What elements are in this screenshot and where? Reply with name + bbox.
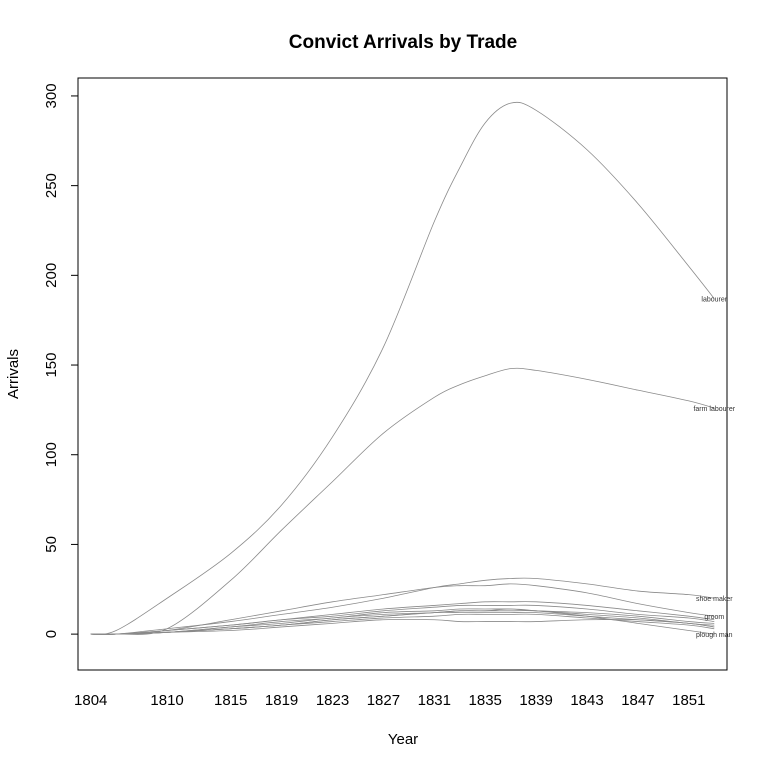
x-tick-label: 1851: [672, 692, 705, 709]
x-tick-label: 1843: [570, 692, 603, 709]
y-axis-label: Arrivals: [5, 349, 22, 399]
plot-frame: [77, 77, 728, 671]
y-tick-label: 250: [43, 173, 60, 198]
series-end-label: plough man: [696, 632, 733, 639]
series-end-label: labourer: [701, 297, 727, 304]
x-tick-label: 1804: [74, 692, 107, 709]
y-tick-label: 150: [43, 353, 60, 378]
y-tick-label: 100: [43, 442, 60, 467]
y-tick-label: 300: [43, 83, 60, 108]
x-tick-label: 1819: [265, 692, 298, 709]
y-tick-label: 200: [43, 263, 60, 288]
chart-title: Convict Arrivals by Trade: [289, 32, 517, 53]
series-line-farm-labourer: [90, 367, 715, 635]
series-line-trade-6: [90, 604, 715, 635]
x-axis: 1804 1810 1815 1819 1823 1827 1831 1835 1839 1843…: [74, 692, 705, 709]
series-layer: [90, 101, 715, 635]
y-tick-label: 0: [43, 630, 60, 638]
x-tick-label: 1823: [316, 692, 349, 709]
series-end-label: groom: [704, 614, 724, 621]
x-axis-label: Year: [388, 731, 418, 748]
series-line-trade-8: [90, 610, 715, 635]
x-tick-label: 1839: [519, 692, 552, 709]
series-line-plough-man: [90, 608, 715, 635]
series-end-label: shoe maker: [696, 596, 733, 603]
x-tick-label: 1810: [150, 692, 183, 709]
x-tick-label: 1815: [214, 692, 247, 709]
x-tick-label: 1847: [621, 692, 654, 709]
x-tick-label: 1831: [418, 692, 451, 709]
x-tick-label: 1835: [469, 692, 502, 709]
y-axis: 0 50 100 150 200 250 300: [43, 83, 78, 638]
series-line-labourer: [90, 101, 715, 635]
x-tick-label: 1827: [367, 692, 400, 709]
end-label-layer: labourer farm labourer shoe maker groom plou…: [693, 297, 735, 639]
series-end-label: farm labourer: [693, 406, 735, 413]
series-line-groom: [90, 583, 715, 635]
y-tick-label: 50: [43, 536, 60, 553]
